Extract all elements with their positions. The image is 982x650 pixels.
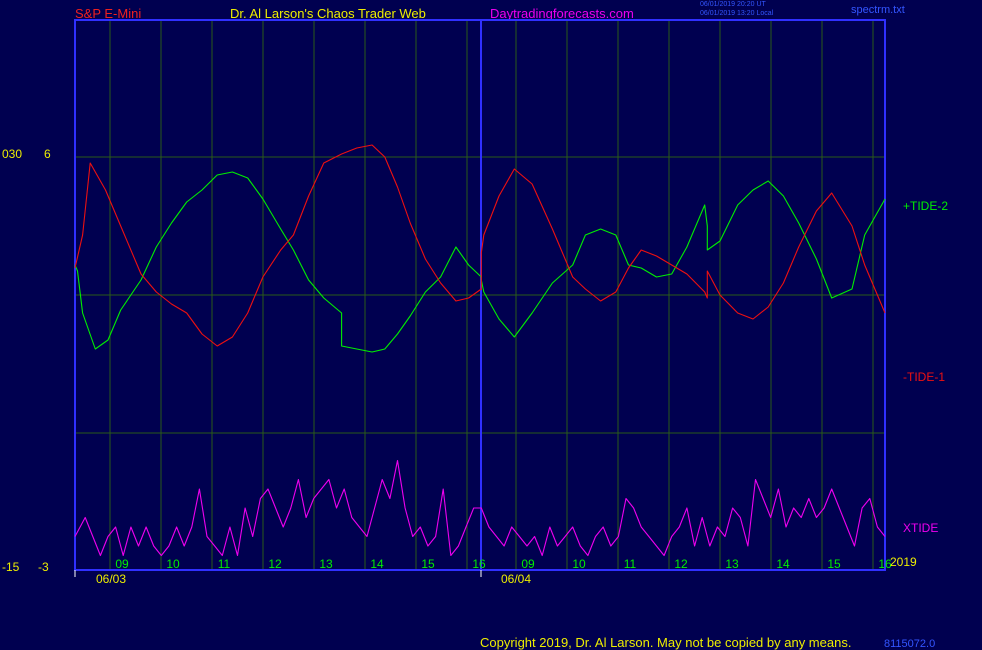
x-tick-label-day1-16: 16 bbox=[472, 557, 486, 571]
x-tick-label-day1-11: 11 bbox=[218, 557, 231, 571]
date-label-day2: 06/04 bbox=[501, 572, 531, 586]
x-tick-label-day1-10: 10 bbox=[166, 557, 180, 571]
chart-labels: 030 6 -15 -3 09 10 11 12 13 14 15 16 09 10 11 12 13 14 15 1… bbox=[2, 147, 948, 586]
series-label--tide-2: +TIDE-2 bbox=[903, 199, 948, 213]
x-tick-label-day1-12: 12 bbox=[268, 557, 282, 571]
y-label-bottom-left: -15 bbox=[2, 560, 20, 574]
x-tick-label-day2-11: 11 bbox=[624, 557, 637, 571]
symbol-label: S&P E-Mini bbox=[75, 6, 142, 21]
y-label-bottom-right: -3 bbox=[38, 560, 49, 574]
series-line--tide-1 bbox=[74, 144, 886, 347]
x-tick-label-day2-10: 10 bbox=[572, 557, 586, 571]
series-label--tide-1: -TIDE-1 bbox=[903, 370, 945, 384]
utc-timestamp: 06/01/2019 20:20 UT bbox=[700, 1, 766, 8]
y-label-top-left: 030 bbox=[2, 147, 22, 161]
site-title: Dr. Al Larson's Chaos Trader Web bbox=[230, 6, 426, 21]
x-tick-label-day2-16: 16 bbox=[878, 557, 892, 571]
chart-frame bbox=[74, 19, 886, 577]
x-tick-label-day2-12: 12 bbox=[674, 557, 688, 571]
x-tick-label-day2-15: 15 bbox=[827, 557, 841, 571]
site-link[interactable]: Daytradingforecasts.com bbox=[490, 6, 634, 21]
x-tick-label-day1-15: 15 bbox=[421, 557, 435, 571]
file-name: spectrm.txt bbox=[851, 4, 905, 16]
y-label-top-right: 6 bbox=[44, 147, 51, 161]
series-line--tide-2 bbox=[74, 171, 886, 353]
date-label-day1: 06/03 bbox=[96, 572, 126, 586]
x-tick-label-day1-13: 13 bbox=[319, 557, 333, 571]
series-lines bbox=[74, 144, 886, 557]
year-label: 2019 bbox=[890, 555, 917, 569]
x-tick-label-day1-09: 09 bbox=[115, 557, 129, 571]
copyright-notice: Copyright 2019, Dr. Al Larson. May not b… bbox=[480, 635, 852, 650]
x-tick-label-day2-14: 14 bbox=[776, 557, 790, 571]
local-timestamp: 06/01/2019 13:20 Local bbox=[700, 10, 774, 17]
series-label-xtide: XTIDE bbox=[903, 521, 938, 535]
x-tick-label-day2-09: 09 bbox=[521, 557, 535, 571]
x-tick-label-day2-13: 13 bbox=[725, 557, 739, 571]
series-line-xtide bbox=[74, 459, 886, 557]
visit-counter: 8115072.0 bbox=[884, 638, 936, 650]
x-tick-label-day1-14: 14 bbox=[370, 557, 384, 571]
